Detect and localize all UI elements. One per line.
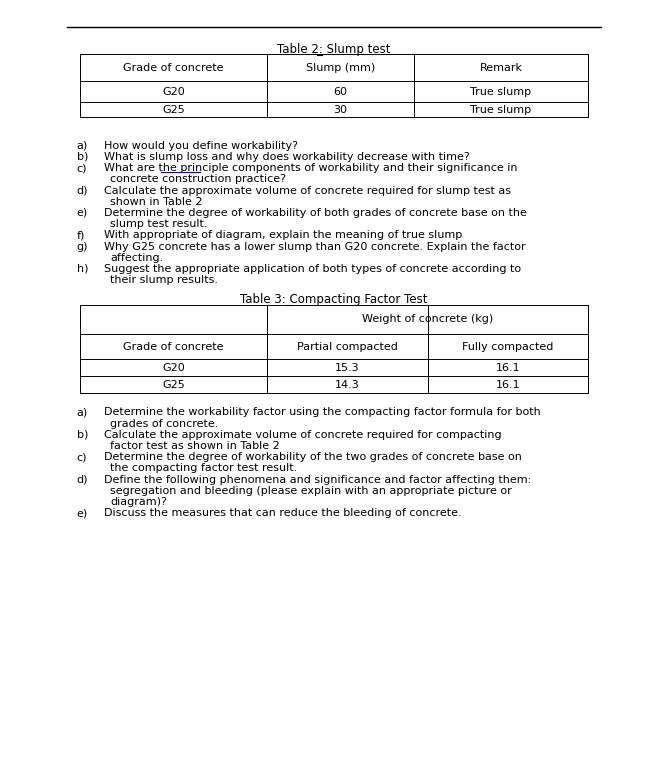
Text: diagram)?: diagram)? — [110, 497, 167, 507]
Text: Calculate the approximate volume of concrete required for slump test as: Calculate the approximate volume of conc… — [104, 186, 510, 196]
Text: grades of concrete.: grades of concrete. — [110, 418, 218, 428]
Text: Fully compacted: Fully compacted — [462, 342, 553, 352]
Text: What are the principle components of workability and their significance in: What are the principle components of wor… — [104, 163, 517, 173]
Text: factor test as shown in Table 2: factor test as shown in Table 2 — [110, 441, 280, 451]
Text: segregation and bleeding (please explain with an appropriate picture or: segregation and bleeding (please explain… — [110, 485, 512, 495]
Text: Grade of concrete: Grade of concrete — [124, 63, 224, 73]
Text: shown in Table 2: shown in Table 2 — [110, 196, 202, 206]
Text: g): g) — [77, 241, 88, 251]
Text: b): b) — [77, 152, 88, 162]
Text: How would you define workability?: How would you define workability? — [104, 141, 297, 151]
Text: a): a) — [77, 407, 88, 417]
Text: a): a) — [77, 141, 88, 151]
Text: Determine the degree of workability of both grades of concrete base on the: Determine the degree of workability of b… — [104, 208, 526, 218]
Text: the compacting factor test result.: the compacting factor test result. — [110, 463, 297, 473]
Text: Discuss the measures that can reduce the bleeding of concrete.: Discuss the measures that can reduce the… — [104, 508, 461, 518]
Text: True slump: True slump — [470, 105, 532, 114]
Text: h): h) — [77, 264, 88, 274]
Text: 16.1: 16.1 — [496, 363, 520, 373]
Text: Determine the workability factor using the compacting factor formula for both: Determine the workability factor using t… — [104, 407, 540, 417]
Text: Table 2: Slump test: Table 2: Slump test — [277, 43, 391, 56]
Text: Determine the degree of workability of the two grades of concrete base on: Determine the degree of workability of t… — [104, 452, 522, 462]
Text: Weight of concrete (kg): Weight of concrete (kg) — [362, 315, 493, 324]
Text: Grade of concrete: Grade of concrete — [124, 342, 224, 352]
Text: Partial compacted: Partial compacted — [297, 342, 398, 352]
Text: 60: 60 — [334, 87, 347, 97]
Text: affecting.: affecting. — [110, 253, 164, 263]
Text: True slump: True slump — [470, 87, 532, 97]
Text: f): f) — [77, 230, 86, 240]
Text: c): c) — [77, 163, 88, 173]
Text: d): d) — [77, 186, 88, 196]
Text: G25: G25 — [162, 105, 185, 114]
Text: c): c) — [77, 452, 88, 462]
Text: G25: G25 — [162, 380, 185, 390]
Text: e): e) — [77, 208, 88, 218]
Text: G20: G20 — [162, 363, 185, 373]
Text: slump test result.: slump test result. — [110, 219, 208, 229]
Text: With appropriate of diagram, explain the meaning of true slump: With appropriate of diagram, explain the… — [104, 230, 462, 240]
Text: What is slump loss and why does workability decrease with time?: What is slump loss and why does workabil… — [104, 152, 470, 162]
Text: G20: G20 — [162, 87, 185, 97]
Text: 15.3: 15.3 — [335, 363, 359, 373]
Text: Why G25 concrete has a lower slump than G20 concrete. Explain the factor: Why G25 concrete has a lower slump than … — [104, 241, 525, 251]
Text: Define the following phenomena and significance and factor affecting them:: Define the following phenomena and signi… — [104, 475, 531, 485]
Text: 30: 30 — [334, 105, 347, 114]
Text: 16.1: 16.1 — [496, 380, 520, 390]
Text: e): e) — [77, 508, 88, 518]
Text: Suggest the appropriate application of both types of concrete according to: Suggest the appropriate application of b… — [104, 264, 520, 274]
Text: Slump (mm): Slump (mm) — [306, 63, 375, 73]
Text: their slump results.: their slump results. — [110, 275, 218, 285]
Text: Calculate the approximate volume of concrete required for compacting: Calculate the approximate volume of conc… — [104, 430, 501, 440]
Text: b): b) — [77, 430, 88, 440]
Text: Remark: Remark — [480, 63, 522, 73]
Text: d): d) — [77, 475, 88, 485]
Text: Table 2: Slump test: Table 2: Slump test — [277, 43, 391, 56]
Text: Table 3: Compacting Factor Test: Table 3: Compacting Factor Test — [240, 293, 428, 306]
Text: concrete construction practice?: concrete construction practice? — [110, 174, 286, 184]
Text: 14.3: 14.3 — [335, 380, 360, 390]
